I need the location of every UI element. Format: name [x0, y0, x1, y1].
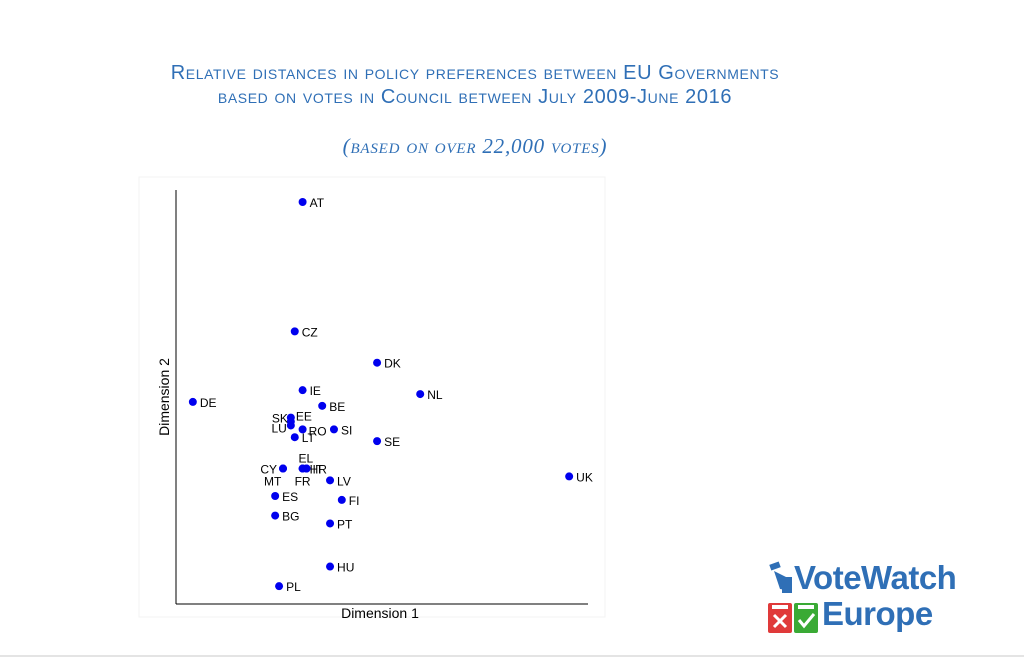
point-label-pl: PL — [286, 580, 301, 594]
logo-word-europe: Europe — [822, 595, 933, 632]
point-de — [188, 397, 197, 406]
point-lv — [326, 476, 335, 485]
point-label-ee: EE — [296, 410, 312, 424]
point-lt — [290, 433, 299, 442]
point-label-se: SE — [384, 435, 400, 449]
point-label-hu: HU — [337, 561, 354, 575]
votewatch-logo: VoteWatch Europe — [766, 559, 1001, 639]
chart-subtitle: (based on over 22,000 votes) — [342, 134, 608, 158]
point-label-at: AT — [310, 196, 325, 210]
point-label-pt: PT — [337, 517, 353, 531]
point-ro — [298, 425, 307, 434]
point-label-lt: LT — [302, 431, 316, 445]
point-bg — [271, 511, 280, 520]
chart-title-line-2: based on votes in Council between July 2… — [217, 86, 733, 108]
point-label-cy: CY — [260, 463, 277, 477]
x-axis-label: Dimension 1 — [341, 605, 419, 621]
logo-word-votewatch: VoteWatch — [794, 559, 957, 596]
point-se — [373, 437, 382, 446]
point-label-fi: FI — [349, 494, 360, 508]
point-label-de: DE — [200, 396, 217, 410]
point-nl — [416, 390, 425, 399]
point-be — [318, 401, 327, 410]
point-label-bg: BG — [282, 510, 299, 524]
point-si — [329, 425, 338, 434]
point-uk — [565, 472, 574, 481]
point-label-hr: HR — [310, 463, 328, 477]
point-label-lu: LU — [271, 421, 286, 435]
point-es — [271, 492, 280, 500]
bottom-divider — [0, 655, 1024, 657]
point-at — [298, 198, 307, 206]
point-pt — [326, 519, 335, 528]
point-cz — [290, 327, 299, 336]
point-label-cz: CZ — [302, 325, 318, 339]
point-label-it: IT — [313, 463, 324, 477]
point-label-es: ES — [282, 490, 298, 504]
point-pl — [275, 582, 284, 591]
point-fr — [298, 464, 307, 473]
point-fi — [337, 495, 346, 504]
point-label-uk: UK — [576, 470, 593, 484]
point-label-nl: NL — [427, 388, 443, 402]
point-ee — [286, 413, 295, 422]
point-lu — [286, 421, 295, 430]
point-label-el: EL — [299, 452, 314, 466]
point-label-be: BE — [329, 400, 345, 414]
point-label-dk: DK — [384, 357, 401, 371]
point-hu — [326, 562, 335, 571]
y-axis-label: Dimension 2 — [156, 358, 172, 436]
point-label-ie: IE — [310, 384, 321, 398]
point-dk — [373, 358, 382, 367]
chart-title-line-1: Relative distances in policy preferences… — [170, 62, 780, 84]
point-label-si: SI — [341, 423, 352, 437]
ballot-box-icon — [768, 561, 818, 633]
point-label-mt: MT — [264, 475, 282, 489]
point-label-fr: FR — [295, 475, 311, 489]
point-label-lv: LV — [337, 474, 351, 488]
point-label-ro: RO — [309, 424, 327, 438]
point-mt — [279, 464, 287, 473]
point-label-sk: SK — [272, 412, 288, 426]
plot-panel — [138, 176, 606, 618]
point-ie — [298, 386, 307, 395]
